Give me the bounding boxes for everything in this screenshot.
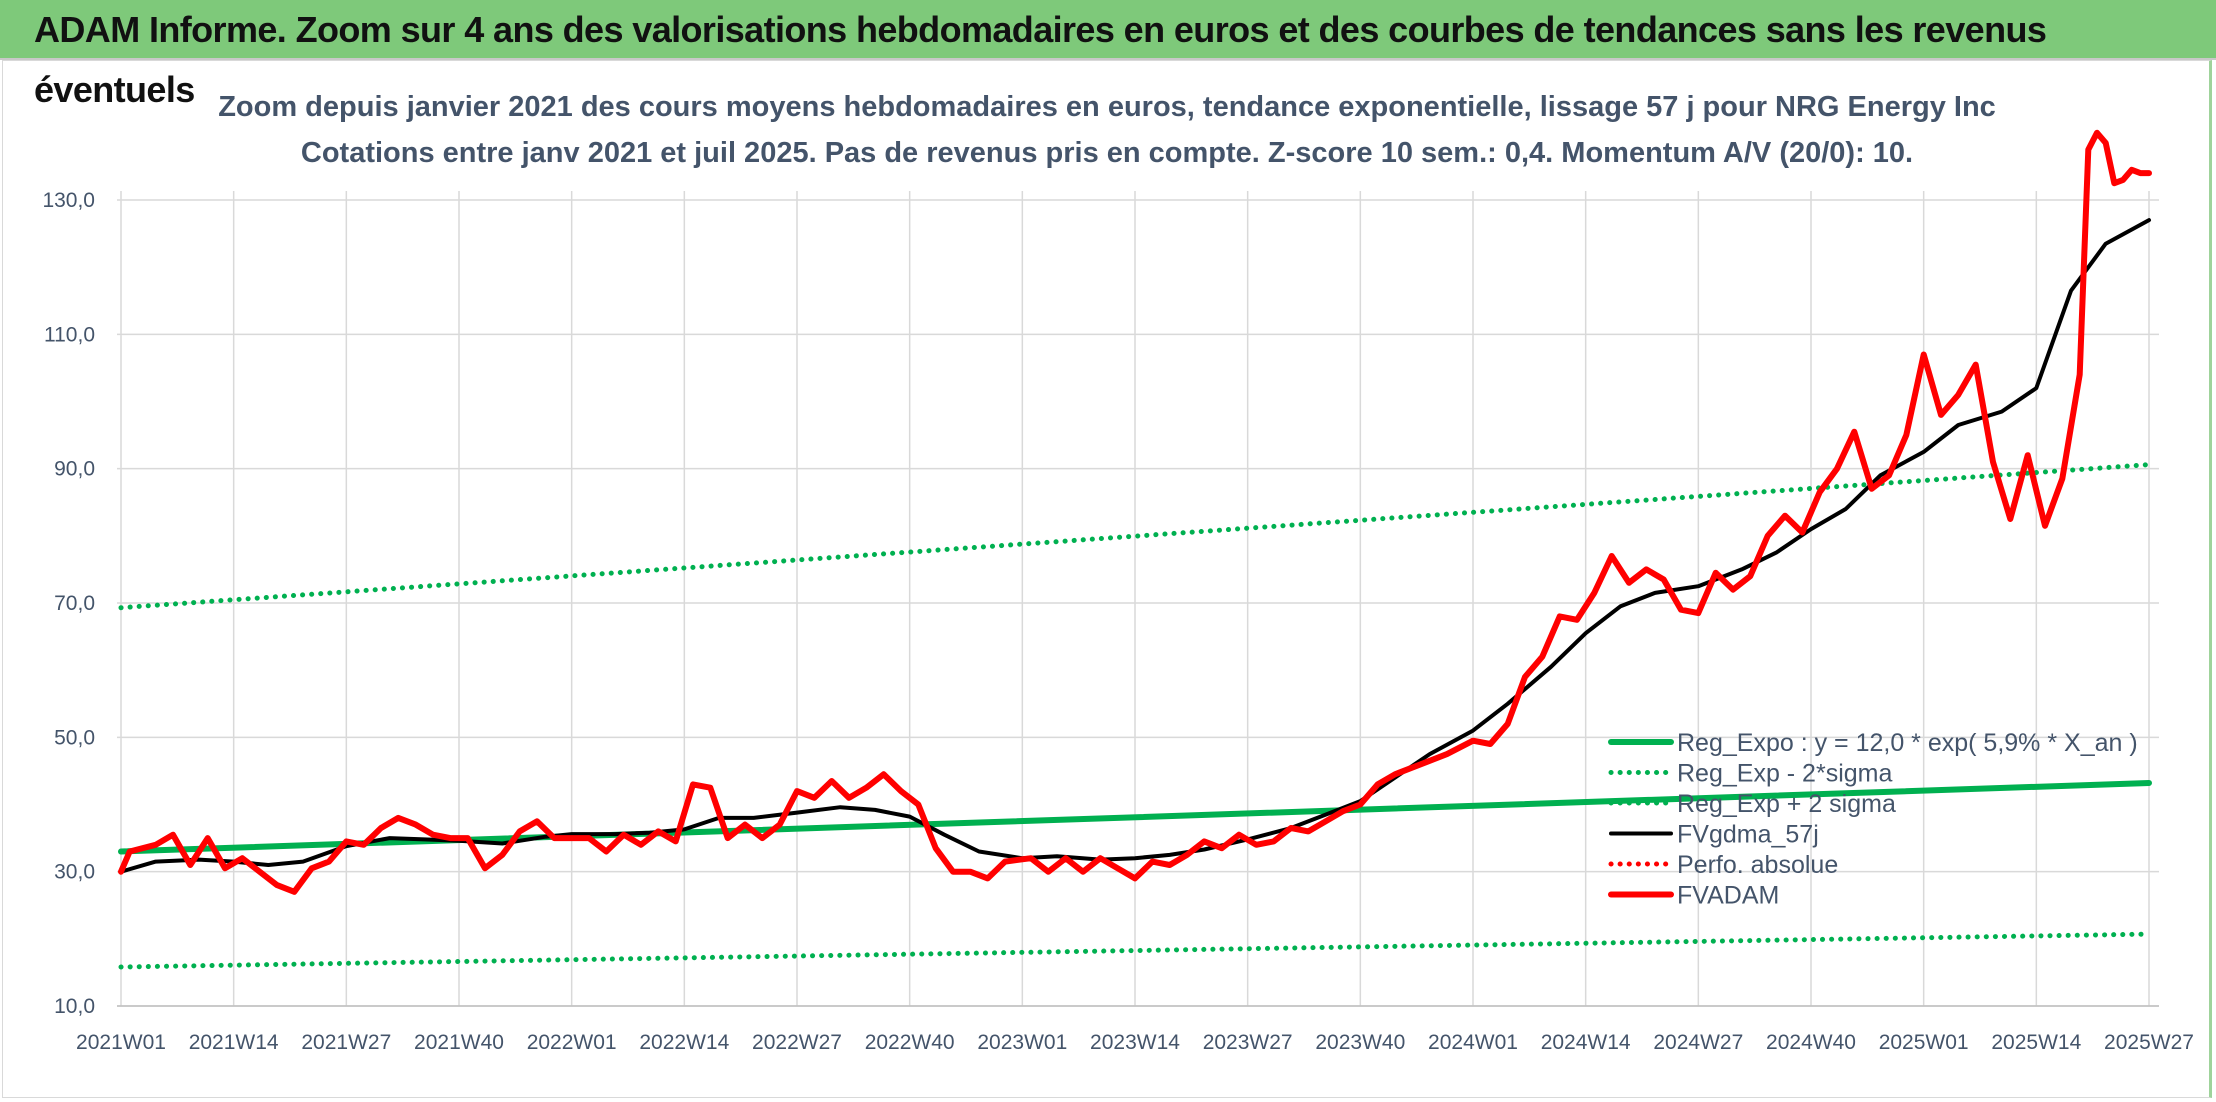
legend: Reg_Expo : y = 12,0 * exp( 5,9% * X_an )… — [1608, 729, 2138, 910]
x-tick-label: 2022W27 — [752, 1031, 842, 1054]
y-tick-label: 110,0 — [44, 323, 95, 346]
x-tick-label: 2023W40 — [1315, 1031, 1405, 1054]
chart-frame: Zoom depuis janvier 2021 des cours moyen… — [2, 60, 2212, 1098]
legend-label: FVgdma_57j — [1677, 821, 1819, 849]
chart-title: Zoom depuis janvier 2021 des cours moyen… — [218, 91, 1996, 123]
gridlines — [117, 191, 2159, 1007]
x-tick-label: 2023W01 — [977, 1031, 1067, 1054]
legend-label: Reg_Exp - 2*sigma — [1677, 760, 1892, 788]
series-line-5 — [118, 129, 2152, 895]
x-tick-label: 2024W27 — [1653, 1031, 1743, 1054]
x-tick-label: 2021W01 — [76, 1031, 166, 1054]
report-banner: ADAM Informe. Zoom sur 4 ans des valoris… — [0, 0, 2216, 110]
y-tick-label: 70,0 — [54, 592, 95, 615]
line-chart: Zoom depuis janvier 2021 des cours moyen… — [42, 91, 2194, 1054]
x-tick-label: 2023W27 — [1203, 1031, 1293, 1054]
x-tick-label: 2024W14 — [1541, 1031, 1631, 1054]
y-tick-label: 30,0 — [54, 861, 95, 884]
x-axis-ticks: 2021W01 2021W14 2021W27 2021W40 2022W01 2022W… — [76, 1031, 2194, 1054]
x-tick-label: 2025W14 — [1991, 1031, 2081, 1054]
series-lines — [118, 129, 2152, 970]
x-tick-label: 2021W40 — [414, 1031, 504, 1054]
legend-label: Perfo. absolue — [1677, 851, 1838, 879]
report-banner-title: ADAM Informe. Zoom sur 4 ans des valoris… — [34, 9, 2047, 110]
y-tick-label: 130,0 — [42, 189, 95, 212]
x-tick-label: 2025W01 — [1879, 1031, 1969, 1054]
chart-subtitle: Cotations entre janv 2021 et juil 2025. … — [301, 137, 1913, 169]
x-tick-label: 2022W14 — [639, 1031, 729, 1054]
x-tick-label: 2024W40 — [1766, 1031, 1856, 1054]
legend-label: FVADAM — [1677, 882, 1779, 910]
y-axis-ticks: 10,0 30,0 50,0 70,0 90,0 110,0 130,0 — [42, 189, 95, 1018]
x-tick-label: 2022W01 — [527, 1031, 617, 1054]
legend-label: Reg_Expo : y = 12,0 * exp( 5,9% * X_an ) — [1677, 729, 2138, 757]
series-line-1 — [118, 931, 2152, 970]
x-tick-label: 2021W27 — [301, 1031, 391, 1054]
y-tick-label: 10,0 — [54, 995, 95, 1018]
x-tick-label: 2022W40 — [865, 1031, 955, 1054]
y-tick-label: 90,0 — [54, 458, 95, 481]
x-tick-label: 2024W01 — [1428, 1031, 1518, 1054]
series-line-2 — [118, 462, 2152, 611]
y-tick-label: 50,0 — [54, 726, 95, 749]
x-tick-label: 2025W27 — [2104, 1031, 2194, 1054]
x-tick-label: 2023W14 — [1090, 1031, 1180, 1054]
legend-label: Reg_Exp + 2 sigma — [1677, 790, 1896, 818]
x-tick-label: 2021W14 — [189, 1031, 279, 1054]
